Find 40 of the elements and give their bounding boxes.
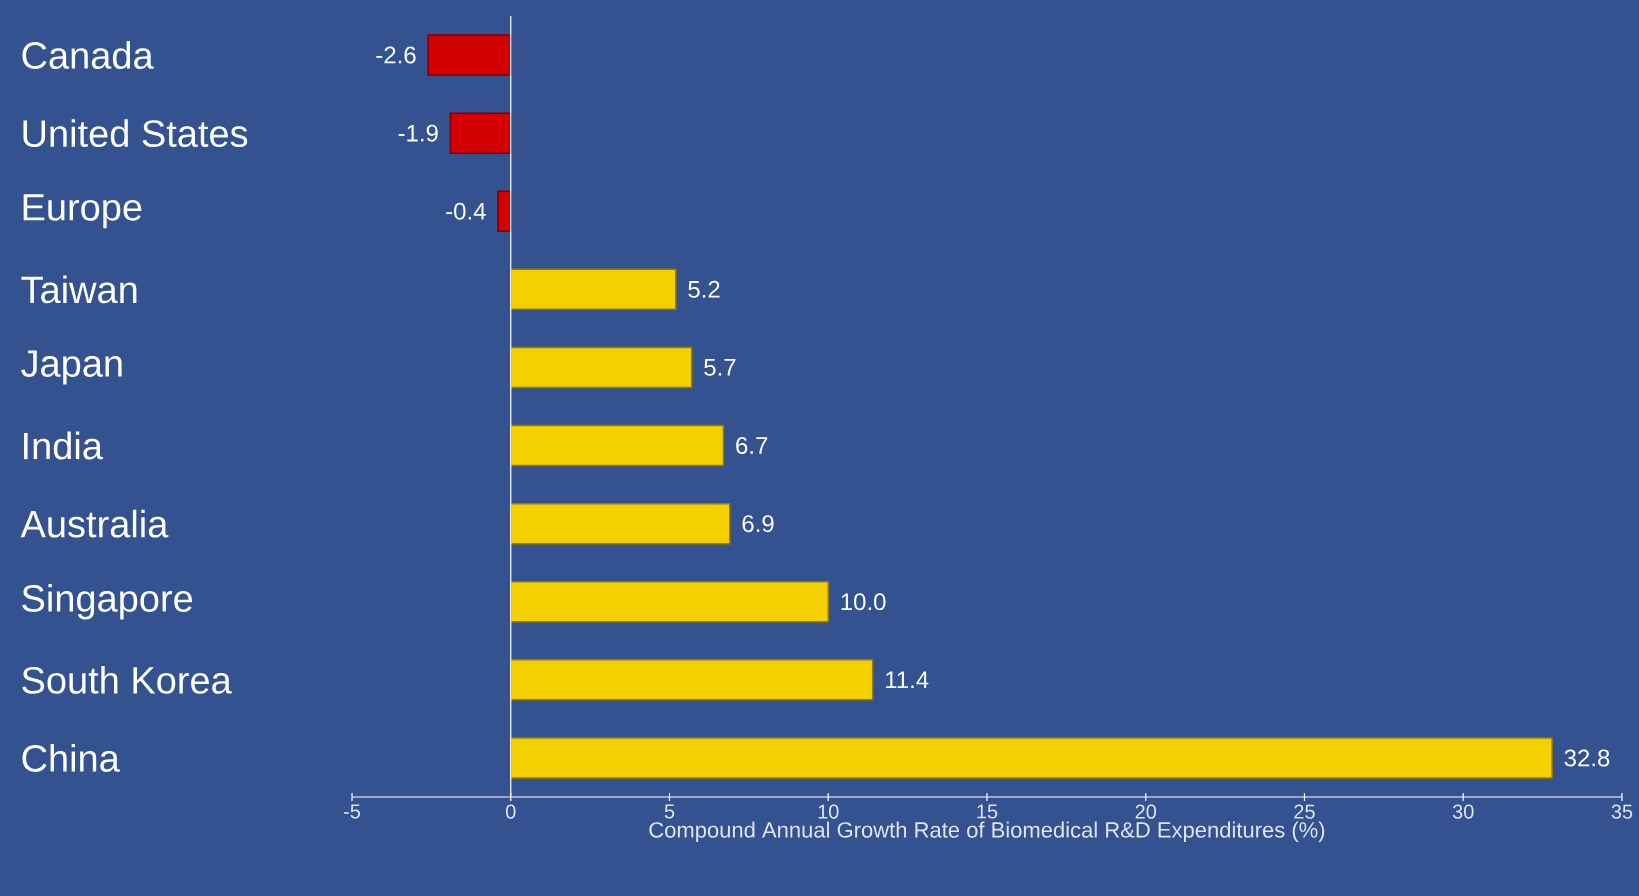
y-tick-label: Japan	[21, 350, 122, 385]
x-tick-label: 15	[977, 804, 998, 819]
bar	[510, 580, 829, 623]
bar	[510, 346, 693, 389]
data-label: -1.9	[398, 124, 438, 142]
bar	[510, 502, 731, 545]
data-label: 6.9	[742, 515, 774, 533]
x-tick-label: 0	[505, 804, 516, 819]
bar	[449, 112, 512, 154]
x-tick-label: -5	[344, 804, 361, 819]
x-tick-label: 5	[664, 804, 675, 819]
y-tick-label: Singapore	[22, 584, 193, 620]
data-label: -2.6	[376, 46, 416, 64]
bar	[510, 659, 874, 701]
x-tick-label: 30	[1452, 804, 1474, 819]
y-tick-label: United States	[23, 119, 248, 148]
bar	[510, 737, 1553, 779]
data-label: 32.8	[1564, 749, 1610, 767]
bar	[497, 190, 512, 232]
data-label: 6.7	[736, 437, 768, 455]
x-axis-title: Compound Annual Growth Rate of Biomedical R&D Expenditures (%)	[649, 821, 1325, 843]
x-tick-label: 35	[1611, 804, 1633, 819]
y-tick-label: South Korea	[22, 665, 232, 694]
data-label: -0.4	[446, 202, 486, 220]
x-tick-label: 20	[1135, 804, 1157, 819]
data-label: 5.7	[704, 359, 736, 376]
x-tick-label: 25	[1294, 804, 1315, 819]
bar	[427, 34, 512, 76]
bar	[510, 424, 725, 467]
y-tick-label: India	[24, 431, 103, 460]
y-tick-label: China	[22, 743, 120, 772]
data-label: 5.2	[688, 280, 720, 298]
y-tick-label: Europe	[23, 194, 142, 229]
y-tick-label: Canada	[22, 41, 154, 69]
data-label: 11.4	[886, 671, 929, 689]
data-label: 10.0	[841, 593, 886, 611]
y-tick-label: Australia	[20, 509, 169, 538]
x-tick-label: 10	[818, 804, 839, 819]
bar	[510, 268, 677, 311]
y-tick-label: Taiwan	[21, 275, 137, 304]
